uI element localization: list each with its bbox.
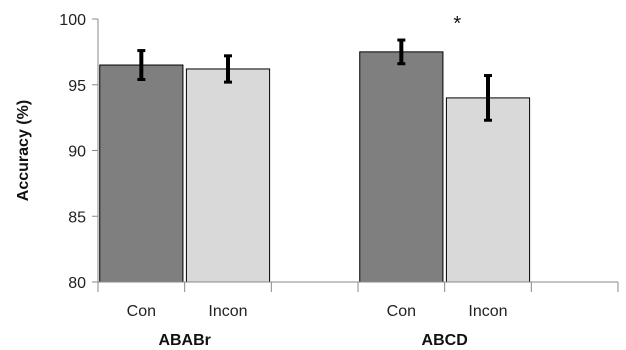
group-label-abcd: ABCD xyxy=(422,332,468,349)
error-bars xyxy=(137,38,492,122)
y-tick-label: 90 xyxy=(68,144,86,161)
y-tick-label: 85 xyxy=(68,209,86,226)
bar-incon-ababr xyxy=(185,68,271,283)
significance-marker: * xyxy=(453,13,461,35)
y-axis-title: Accuracy (%) xyxy=(15,100,32,201)
x-axis-category-labels: Con Incon Con Incon xyxy=(127,303,508,320)
bars xyxy=(99,51,531,283)
y-axis-ticks: 80 85 90 95 100 xyxy=(59,12,98,292)
x-category-label: Con xyxy=(387,303,416,320)
y-tick-label: 100 xyxy=(59,12,86,29)
bar-con-ababr xyxy=(99,64,184,283)
x-axis-separators xyxy=(97,282,619,292)
y-tick-label: 80 xyxy=(68,275,86,292)
x-category-label: Incon xyxy=(208,303,247,320)
x-category-label: Con xyxy=(127,303,156,320)
y-tick-label: 95 xyxy=(68,78,86,95)
bar-con-abcd xyxy=(359,51,444,283)
annotations: * xyxy=(453,13,461,35)
x-axis-group-labels: ABABr ABCD xyxy=(158,332,467,349)
x-category-label: Incon xyxy=(468,303,507,320)
bar-incon-abcd xyxy=(445,97,531,283)
group-label-ababr: ABABr xyxy=(158,332,210,349)
